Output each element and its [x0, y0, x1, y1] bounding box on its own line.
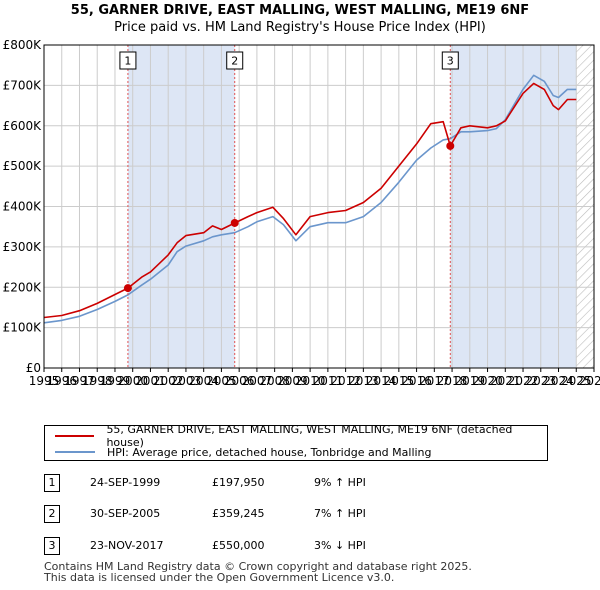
x-tick-label: 2010	[295, 374, 326, 388]
legend-label-property: 55, GARNER DRIVE, EAST MALLING, WEST MAL…	[106, 423, 513, 449]
x-tick-label: 2004	[188, 374, 219, 388]
sale-number-badge: 3	[44, 537, 60, 555]
sale-number-box	[441, 51, 459, 70]
legend-swatch-property	[55, 435, 95, 437]
legend-item-property: 55, GARNER DRIVE, EAST MALLING, WEST MAL…	[55, 423, 547, 449]
footer-line-licence: This data is licensed under the Open Gov…	[44, 571, 395, 584]
x-tick-label: 1995	[29, 374, 60, 388]
sale-hpi-diff: 3% ↓ HPI	[314, 539, 366, 552]
sale-price: £359,245	[212, 507, 265, 520]
plot-frame	[43, 44, 595, 369]
sale-point	[446, 141, 455, 150]
x-tick-label: 2000	[117, 374, 148, 388]
x-tick-label: 2017	[419, 374, 450, 388]
legend-label-hpi: HPI: Average price, detached house, Tonb…	[107, 445, 432, 459]
y-tick-label: £200K	[3, 280, 43, 294]
sale-number-label: 2	[231, 55, 238, 68]
x-tick-label: 2003	[171, 374, 202, 388]
x-tick-label: 2002	[153, 374, 184, 388]
sale-row: 3 23-NOV-2017 £550,000 3% ↓ HPI	[44, 537, 564, 555]
sale-price: £550,000	[212, 539, 265, 552]
x-tick-label: 2024	[543, 374, 574, 388]
sale-date: 23-NOV-2017	[90, 539, 164, 552]
y-tick-label: £400K	[3, 200, 43, 214]
x-tick-label: 1996	[46, 374, 77, 388]
x-tick-label: 2019	[455, 374, 486, 388]
sale-price: £197,950	[212, 476, 265, 489]
x-tick-label: 2012	[330, 374, 361, 388]
x-tick-label: 2020	[472, 374, 503, 388]
x-tick-label: 2006	[224, 374, 255, 388]
x-tick-label: 2008	[259, 374, 290, 388]
sale-number-badge: 2	[44, 505, 60, 523]
x-tick-label: 2009	[277, 374, 308, 388]
sale-point	[230, 218, 239, 227]
x-tick-label: 2005	[206, 374, 237, 388]
y-tick-label: £0	[26, 361, 41, 375]
x-tick-label: 1997	[64, 374, 95, 388]
y-tick-label: £300K	[3, 240, 43, 254]
chart-subtitle: Price paid vs. HM Land Registry's House …	[114, 20, 486, 35]
y-tick-label: £100K	[3, 321, 43, 335]
y-tick-label: £500K	[3, 159, 43, 173]
x-tick-label: 2026	[579, 374, 600, 388]
x-tick-label: 2007	[242, 374, 273, 388]
x-tick-label: 2013	[348, 374, 379, 388]
legend: 55, GARNER DRIVE, EAST MALLING, WEST MAL…	[44, 423, 548, 461]
sale-date: 24-SEP-1999	[90, 476, 161, 489]
y-tick-label: £600K	[3, 119, 43, 133]
property-price-line	[43, 82, 577, 319]
x-tick-label: 2022	[508, 374, 539, 388]
chart-title: 55, GARNER DRIVE, EAST MALLING, WEST MAL…	[70, 3, 530, 18]
footer-attribution: Contains HM Land Registry data © Crown c…	[44, 561, 472, 583]
legend-item-hpi: HPI: Average price, detached house, Tonb…	[55, 444, 432, 460]
sale-hpi-diff: 9% ↑ HPI	[314, 476, 366, 489]
x-tick-label: 2023	[526, 374, 557, 388]
y-tick-label: £800K	[3, 38, 43, 52]
sale-number-label: 3	[447, 55, 454, 68]
sale-date: 30-SEP-2005	[90, 507, 161, 520]
sale-number-box	[119, 51, 137, 70]
x-tick-label: 2018	[437, 374, 468, 388]
sale-number-box	[226, 51, 244, 70]
x-tick-label: 1998	[82, 374, 113, 388]
price-chart: 1 2 3 £0 £100K £200K £300K £400K £500K £600K £700…	[3, 38, 600, 388]
sale-number-badge: 1	[44, 474, 60, 492]
hpi-line	[43, 74, 577, 324]
x-tick-label: 2025	[561, 374, 592, 388]
y-tick-label: £700K	[3, 78, 43, 92]
legend-swatch-hpi	[55, 451, 95, 453]
x-tick-label: 2015	[384, 374, 415, 388]
sale-row: 1 24-SEP-1999 £197,950 9% ↑ HPI	[44, 474, 564, 492]
x-tick-label: 2021	[490, 374, 521, 388]
x-tick-label: 2016	[401, 374, 432, 388]
x-tick-label: 2011	[313, 374, 344, 388]
sale-hpi-diff: 7% ↑ HPI	[314, 507, 366, 520]
x-tick-label: 1999	[100, 374, 131, 388]
footer-line-copyright: Contains HM Land Registry data © Crown c…	[44, 560, 472, 573]
sale-number-label: 1	[124, 55, 131, 68]
x-tick-label: 2001	[135, 374, 166, 388]
x-tick-label: 2014	[366, 374, 397, 388]
sale-row: 2 30-SEP-2005 £359,245 7% ↑ HPI	[44, 505, 564, 523]
sale-point	[123, 284, 132, 293]
